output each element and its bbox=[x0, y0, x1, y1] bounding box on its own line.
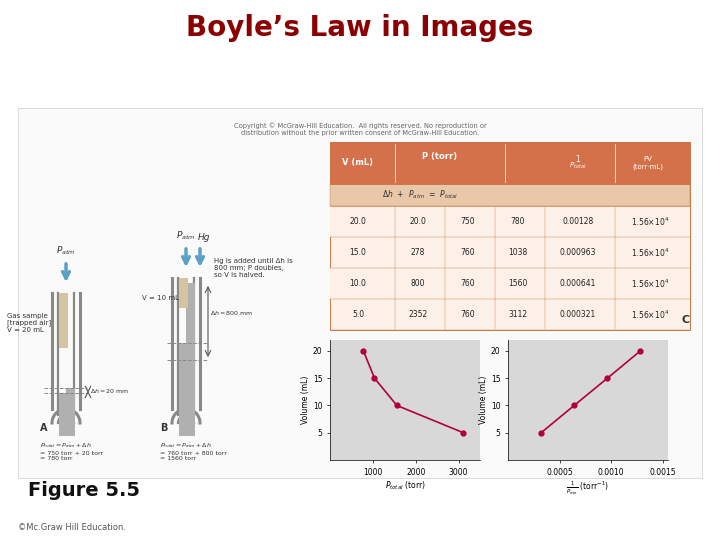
Text: 1: 1 bbox=[575, 154, 580, 164]
Text: Boyle’s Law in Images: Boyle’s Law in Images bbox=[186, 14, 534, 42]
Text: ©Mc.Graw Hill Education.: ©Mc.Graw Hill Education. bbox=[18, 523, 126, 532]
Bar bbox=[58, 293, 68, 348]
Text: $\Delta h$  +  $P_{atm}$  =  $P_{total}$: $\Delta h$ + $P_{atm}$ = $P_{total}$ bbox=[382, 189, 458, 201]
Text: 1038: 1038 bbox=[508, 248, 528, 257]
Text: 1.56$\times$10$^4$: 1.56$\times$10$^4$ bbox=[631, 308, 669, 321]
X-axis label: $P_{total}$ (torr): $P_{total}$ (torr) bbox=[384, 480, 426, 492]
Text: PV
(torr·mL): PV (torr·mL) bbox=[632, 156, 664, 170]
Y-axis label: Volume (mL): Volume (mL) bbox=[479, 376, 488, 424]
Bar bbox=[179, 343, 187, 436]
Text: Gas sample
[trapped air]
V = 20 mL: Gas sample [trapped air] V = 20 mL bbox=[7, 313, 51, 333]
Text: 15.0: 15.0 bbox=[350, 248, 366, 257]
Text: 800: 800 bbox=[410, 279, 426, 288]
Bar bbox=[18, 108, 702, 478]
Text: 10.0: 10.0 bbox=[350, 279, 366, 288]
Text: B: B bbox=[160, 423, 167, 433]
Text: D: D bbox=[332, 450, 340, 460]
Text: 0.000641: 0.000641 bbox=[560, 279, 596, 288]
Text: 0.000321: 0.000321 bbox=[560, 310, 596, 319]
Text: $P_{atm}$: $P_{atm}$ bbox=[176, 230, 196, 242]
Text: Hg: Hg bbox=[198, 233, 210, 242]
X-axis label: $\frac{1}{P_{min}}$ (torr$^{-1}$): $\frac{1}{P_{min}}$ (torr$^{-1}$) bbox=[567, 480, 610, 497]
Bar bbox=[186, 283, 194, 436]
Text: 780: 780 bbox=[510, 217, 526, 226]
Bar bbox=[58, 393, 68, 436]
Text: E: E bbox=[510, 450, 517, 460]
Text: P (torr): P (torr) bbox=[423, 152, 458, 161]
Text: 760: 760 bbox=[461, 310, 475, 319]
Text: 3112: 3112 bbox=[508, 310, 528, 319]
Text: 1.56$\times$10$^4$: 1.56$\times$10$^4$ bbox=[631, 246, 669, 259]
Text: Copyright © McGraw-Hill Education.  All rights reserved. No reproduction or
dist: Copyright © McGraw-Hill Education. All r… bbox=[233, 122, 487, 136]
Bar bbox=[179, 278, 187, 308]
Text: 1.56$\times$10$^4$: 1.56$\times$10$^4$ bbox=[631, 215, 669, 228]
Text: 278: 278 bbox=[411, 248, 426, 257]
Bar bbox=[330, 206, 690, 237]
Text: 760: 760 bbox=[461, 279, 475, 288]
Text: 1.56$\times$10$^4$: 1.56$\times$10$^4$ bbox=[631, 278, 669, 289]
Bar bbox=[330, 184, 690, 206]
Text: 760: 760 bbox=[461, 248, 475, 257]
Text: $\Delta h = 800$ mm: $\Delta h = 800$ mm bbox=[210, 309, 253, 317]
Text: 20.0: 20.0 bbox=[350, 217, 366, 226]
Text: $P_{total}$: $P_{total}$ bbox=[570, 161, 587, 171]
Text: $P_{total} = P_{atm} + \Delta h$
= 750 torr + 20 torr
= 780 torr: $P_{total} = P_{atm} + \Delta h$ = 750 t… bbox=[40, 441, 103, 462]
Text: A: A bbox=[40, 423, 48, 433]
Text: 5.0: 5.0 bbox=[352, 310, 364, 319]
Text: 2352: 2352 bbox=[408, 310, 428, 319]
Text: $P_{total} = P_{atm} + \Delta h$
= 760 torr + 800 torr
= 1560 torr: $P_{total} = P_{atm} + \Delta h$ = 760 t… bbox=[160, 441, 227, 462]
Text: C: C bbox=[682, 315, 690, 325]
Text: 750: 750 bbox=[461, 217, 475, 226]
Text: 1560: 1560 bbox=[508, 279, 528, 288]
Text: 0.00128: 0.00128 bbox=[562, 217, 593, 226]
Text: V = 10 mL: V = 10 mL bbox=[142, 295, 179, 301]
Bar bbox=[330, 142, 690, 330]
Text: Hg is added until Δh is
800 mm; P doubles,
so V is halved.: Hg is added until Δh is 800 mm; P double… bbox=[214, 258, 293, 278]
Text: 20.0: 20.0 bbox=[410, 217, 426, 226]
Text: V (mL): V (mL) bbox=[343, 159, 374, 167]
Text: Figure 5.5: Figure 5.5 bbox=[28, 481, 140, 500]
Bar bbox=[66, 388, 74, 436]
Text: 0.000963: 0.000963 bbox=[559, 248, 596, 257]
Y-axis label: Volume (mL): Volume (mL) bbox=[301, 376, 310, 424]
Text: $P_{atm}$: $P_{atm}$ bbox=[56, 245, 76, 257]
Bar bbox=[330, 268, 690, 299]
Text: $\Delta h = 20$ mm: $\Delta h = 20$ mm bbox=[90, 387, 130, 395]
Bar bbox=[330, 142, 690, 184]
